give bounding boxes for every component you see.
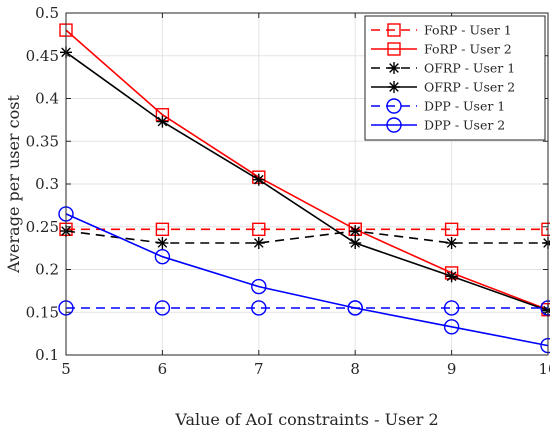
asterisk-stroke bbox=[350, 238, 361, 248]
data-point-ofrp-user-1 bbox=[156, 236, 169, 249]
asterisk-stroke bbox=[157, 238, 168, 248]
legend-marker-forp-user-1 bbox=[387, 23, 401, 37]
legend-label-forp-user-1: FoRP - User 1 bbox=[424, 23, 512, 38]
circle-marker-shape bbox=[154, 248, 171, 265]
legend-label-dpp-user-2: DPP - User 2 bbox=[424, 118, 505, 133]
y-axis-title: Average per user cost bbox=[4, 95, 23, 274]
data-point-dpp-user-2 bbox=[347, 300, 363, 316]
circle-marker-shape bbox=[347, 300, 363, 316]
series-line-forp-user-2 bbox=[65, 29, 549, 311]
y-tick-label: 0.45 bbox=[26, 47, 59, 65]
asterisk-stroke bbox=[253, 238, 264, 248]
x-tick-label: 8 bbox=[350, 360, 360, 378]
series-line-ofrp-user-2 bbox=[65, 51, 549, 312]
data-point-ofrp-user-2 bbox=[349, 236, 362, 249]
square-marker-shape bbox=[387, 23, 401, 37]
circle-marker-shape bbox=[251, 278, 267, 295]
circle-marker-shape bbox=[386, 98, 402, 114]
legend-item-dpp-user-1: DPP - User 1 bbox=[371, 98, 505, 114]
legend-marker-dpp-user-1 bbox=[386, 98, 402, 114]
axis-ticks: 5 6 7 8 9 10 0.1 0.15 0.2 0.25 0.3 0.35 0.4 0.45 0.5 bbox=[26, 4, 550, 378]
legend-item-forp-user-2: FoRP - User 2 bbox=[371, 42, 512, 57]
y-tick-label: 0.15 bbox=[26, 303, 59, 321]
data-point-forp-user-1 bbox=[155, 222, 170, 237]
y-tick-label: 0.3 bbox=[35, 175, 59, 193]
y-tick-label: 0.1 bbox=[35, 346, 59, 364]
legend-marker-forp-user-2 bbox=[387, 42, 401, 56]
x-tick-label: 5 bbox=[61, 360, 71, 378]
series-line-dpp-user-2 bbox=[65, 213, 549, 347]
circle-marker-shape bbox=[154, 300, 171, 316]
legend-marker-dpp-user-2 bbox=[386, 117, 402, 133]
x-tick-label: 7 bbox=[254, 360, 264, 378]
data-point-dpp-user-2 bbox=[443, 319, 460, 335]
series-dpp-user-2 bbox=[58, 206, 550, 354]
data-point-dpp-user-1 bbox=[251, 300, 267, 316]
asterisk-stroke bbox=[446, 271, 457, 282]
circle-marker-shape bbox=[386, 117, 402, 133]
asterisk-stroke bbox=[446, 238, 457, 248]
y-tick-label: 0.2 bbox=[35, 261, 59, 279]
y-tick-label: 0.35 bbox=[26, 132, 59, 150]
x-tick-label: 9 bbox=[447, 360, 457, 378]
circle-marker-shape bbox=[443, 300, 460, 316]
data-point-forp-user-1 bbox=[444, 222, 459, 237]
legend-label-forp-user-2: FoRP - User 2 bbox=[424, 42, 512, 57]
y-tick-label: 0.25 bbox=[26, 218, 59, 236]
data-point-dpp-user-2 bbox=[154, 248, 171, 265]
data-point-ofrp-user-2 bbox=[156, 115, 169, 128]
asterisk-stroke bbox=[253, 174, 264, 185]
square-marker-shape bbox=[387, 42, 401, 56]
data-point-ofrp-user-2 bbox=[445, 270, 458, 283]
legend-label-ofrp-user-1: OFRP - User 1 bbox=[424, 61, 515, 76]
data-point-dpp-user-1 bbox=[154, 300, 171, 316]
asterisk-stroke bbox=[350, 226, 361, 236]
asterisk-stroke bbox=[389, 82, 399, 92]
legend-item-dpp-user-2: DPP - User 2 bbox=[371, 117, 505, 133]
data-point-forp-user-1 bbox=[252, 222, 266, 237]
square-marker-shape bbox=[444, 222, 459, 237]
y-tick-label: 0.5 bbox=[35, 4, 59, 22]
series-line-ofrp-user-1 bbox=[65, 230, 548, 244]
data-point-ofrp-user-1 bbox=[252, 236, 265, 249]
legend-item-ofrp-user-1: OFRP - User 1 bbox=[371, 61, 515, 76]
x-tick-label: 6 bbox=[158, 360, 168, 378]
data-point-dpp-user-1 bbox=[443, 300, 460, 316]
data-point-ofrp-user-2 bbox=[252, 173, 265, 186]
legend-item-forp-user-1: FoRP - User 1 bbox=[371, 23, 512, 38]
data-point-dpp-user-2 bbox=[251, 278, 267, 295]
data-point-ofrp-user-1 bbox=[349, 225, 362, 238]
data-point-ofrp-user-1 bbox=[445, 236, 458, 249]
asterisk-stroke bbox=[389, 63, 399, 73]
legend-marker-ofrp-user-1 bbox=[388, 62, 400, 74]
legend-label-ofrp-user-2: OFRP - User 2 bbox=[424, 80, 515, 95]
circle-marker-shape bbox=[443, 319, 460, 335]
square-marker-shape bbox=[252, 222, 266, 237]
legend-item-ofrp-user-2: OFRP - User 2 bbox=[371, 80, 515, 95]
legend: FoRP - User 1 FoRP - User 2 OFRP - User 1 O… bbox=[364, 15, 546, 141]
legend-marker-ofrp-user-2 bbox=[388, 81, 400, 93]
series-group bbox=[58, 23, 550, 354]
asterisk-stroke bbox=[157, 116, 168, 127]
x-tick-label: 10 bbox=[538, 360, 550, 378]
x-axis-title: Value of AoI constraints - User 2 bbox=[174, 410, 438, 429]
circle-marker-shape bbox=[251, 300, 267, 316]
y-tick-label: 0.4 bbox=[35, 90, 59, 108]
legend-label-dpp-user-1: DPP - User 1 bbox=[424, 99, 505, 114]
square-marker-shape bbox=[155, 222, 170, 237]
